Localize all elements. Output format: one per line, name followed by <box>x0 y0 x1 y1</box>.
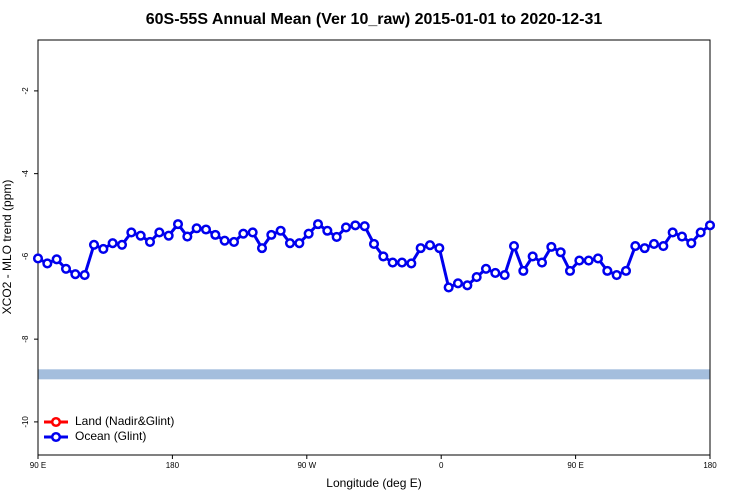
data-point <box>592 253 604 264</box>
data-point <box>275 225 286 236</box>
data-point <box>88 239 100 250</box>
data-point <box>98 243 109 254</box>
data-point <box>639 243 650 254</box>
data-point <box>396 257 408 268</box>
plot-frame <box>37 39 711 456</box>
data-point <box>387 257 398 268</box>
data-point <box>210 229 221 240</box>
data-point <box>51 254 62 265</box>
data-point <box>191 223 202 234</box>
data-point <box>340 222 352 233</box>
data-point <box>256 243 268 254</box>
data-point <box>508 241 520 252</box>
data-point <box>648 238 660 250</box>
data-point <box>79 269 90 281</box>
data-point <box>135 230 146 241</box>
y-tick-label: -2 <box>21 87 30 95</box>
data-point <box>219 235 230 246</box>
data-point <box>303 228 314 239</box>
data-point <box>695 227 706 238</box>
data-point <box>686 238 697 249</box>
data-point <box>424 240 436 251</box>
x-tick-label: 180 <box>703 461 717 470</box>
y-tick-label: -6 <box>21 252 30 260</box>
data-point <box>443 282 454 293</box>
data-point <box>182 231 193 242</box>
data-point <box>312 219 324 230</box>
data-point <box>620 265 632 276</box>
data-point <box>284 238 296 249</box>
data-point <box>378 251 389 262</box>
x-tick-label: 90 E <box>567 461 583 470</box>
data-point <box>107 238 118 249</box>
data-point <box>630 241 641 252</box>
y-tick-label: -4 <box>21 170 30 178</box>
data-point <box>60 263 72 274</box>
x-tick-label: 90 E <box>30 461 46 470</box>
data-point <box>490 267 501 278</box>
data-point <box>144 236 156 247</box>
data-point <box>555 247 566 258</box>
data-point <box>368 238 380 250</box>
data-point <box>602 265 613 276</box>
legend-marker <box>50 416 62 428</box>
y-axis-label: XCO2 - MLO trend (ppm) <box>0 180 14 315</box>
data-point <box>658 241 669 252</box>
data-point <box>350 220 361 231</box>
data-point <box>667 227 678 238</box>
data-point <box>32 253 44 264</box>
data-point <box>42 258 53 269</box>
data-point <box>434 243 445 254</box>
x-tick-label: 0 <box>439 461 444 470</box>
data-point <box>70 269 81 280</box>
y-tick-label: -10 <box>21 416 30 428</box>
data-point <box>574 255 585 266</box>
data-point <box>200 224 212 235</box>
data-point <box>611 269 622 281</box>
data-point <box>583 255 594 266</box>
data-point <box>471 272 482 283</box>
data-point <box>704 220 716 231</box>
data-point <box>480 263 492 274</box>
x-axis-label: Longitude (deg E) <box>326 476 421 490</box>
chart-title: 60S-55S Annual Mean (Ver 10_raw) 2015-01… <box>146 11 603 28</box>
legend-label: Land (Nadir&Glint) <box>75 414 174 428</box>
data-point <box>499 269 510 281</box>
data-point <box>518 265 529 276</box>
data-point <box>266 229 277 240</box>
data-point <box>564 265 576 276</box>
data-point <box>247 227 258 238</box>
data-point <box>452 278 464 289</box>
x-tick-label: 180 <box>166 461 180 470</box>
legend-label: Ocean (Glint) <box>75 429 146 443</box>
data-point <box>462 280 473 291</box>
data-point <box>116 239 128 250</box>
data-point <box>154 227 165 238</box>
legend-marker <box>50 431 62 443</box>
y-tick-label: -8 <box>21 335 30 343</box>
data-point <box>527 251 538 262</box>
data-point <box>406 258 417 269</box>
data-point <box>228 236 240 247</box>
data-point <box>294 238 305 249</box>
data-point <box>172 219 184 230</box>
data-point <box>322 225 333 236</box>
data-point <box>676 231 688 242</box>
data-point <box>238 228 249 239</box>
data-point <box>359 221 370 232</box>
data-point <box>546 241 557 252</box>
data-point <box>126 227 137 238</box>
data-point <box>536 257 548 268</box>
data-point <box>163 230 174 241</box>
x-tick-label: 90 W <box>297 461 316 470</box>
data-point <box>415 243 426 254</box>
data-point <box>331 231 342 242</box>
reference-band <box>38 369 710 380</box>
